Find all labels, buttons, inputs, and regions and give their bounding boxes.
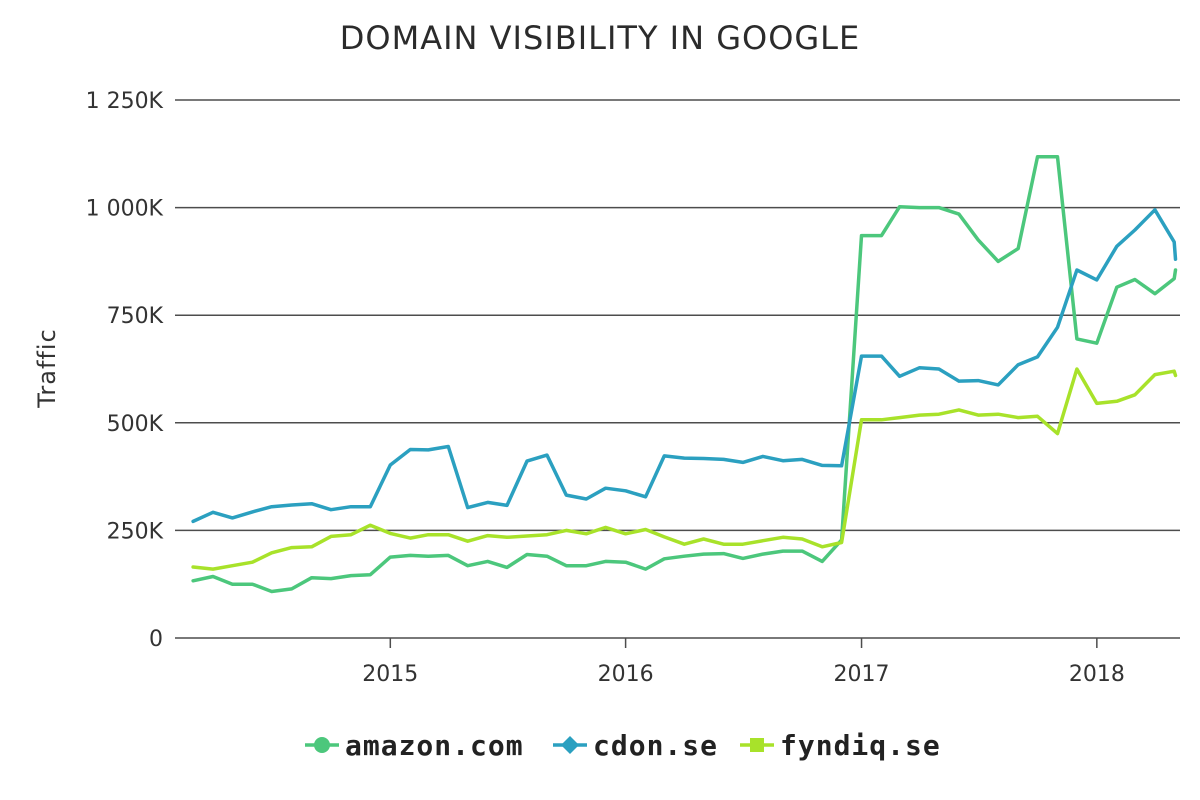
y-tick-label: 750K <box>107 304 164 329</box>
y-tick-label: 1 250K <box>86 89 164 114</box>
legend-label: cdon.se <box>593 729 718 762</box>
chart-title: DOMAIN VISIBILITY IN GOOGLE <box>340 19 860 57</box>
legend-label: amazon.com <box>345 729 524 762</box>
y-axis-label: Traffic <box>33 328 61 408</box>
legend: amazon.com cdon.se fyndiq.se <box>305 729 941 762</box>
legend-item-amazon.com[interactable]: amazon.com <box>305 729 524 762</box>
y-tick-label: 0 <box>149 627 163 652</box>
x-tick-label: 2017 <box>834 662 890 687</box>
y-tick-label: 1 000K <box>86 197 164 222</box>
x-axis-ticks: 2015 2016 2017 2018 <box>362 638 1125 687</box>
y-tick-label: 250K <box>107 519 164 544</box>
diamond-marker-icon <box>561 736 579 754</box>
legend-item-cdon.se[interactable]: cdon.se <box>553 729 718 762</box>
square-marker-icon <box>750 738 764 752</box>
series-line-fyndiq.se <box>191 367 1178 571</box>
series-line-amazon.com <box>191 155 1178 594</box>
series-lines <box>191 155 1178 594</box>
x-tick-label: 2015 <box>362 662 418 687</box>
y-axis-ticks: 0 250K 500K 750K 1 000K 1 250K <box>86 89 164 652</box>
x-tick-label: 2018 <box>1069 662 1125 687</box>
gridlines <box>175 99 1180 639</box>
x-tick-label: 2016 <box>598 662 654 687</box>
circle-marker-icon <box>314 737 330 753</box>
series-line-cdon.se <box>191 208 1178 524</box>
legend-label: fyndiq.se <box>780 729 941 762</box>
y-tick-label: 500K <box>107 412 164 437</box>
legend-item-fyndiq.se[interactable]: fyndiq.se <box>740 729 941 762</box>
